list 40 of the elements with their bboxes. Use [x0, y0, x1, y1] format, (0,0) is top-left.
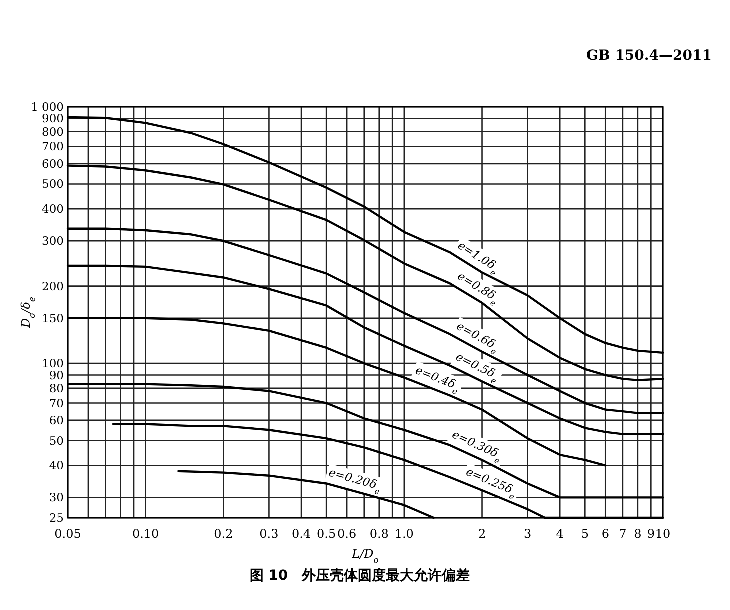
x-tick-label: 0.10 — [132, 527, 160, 541]
x-tick-label: 5 — [581, 527, 589, 541]
x-tick-label: 2 — [478, 527, 486, 541]
x-tick-label: 0.05 — [54, 527, 82, 541]
x-tick-label: 0.8 — [370, 527, 389, 541]
y-tick-label: 50 — [49, 434, 64, 448]
x-tick-label: 6 — [602, 527, 610, 541]
y-tick-label: 70 — [49, 396, 64, 410]
y-tick-label: 30 — [49, 490, 64, 505]
y-tick-label: 300 — [42, 234, 64, 248]
x-tick-label: 10 — [655, 527, 671, 541]
y-tick-label: 1 000 — [31, 100, 64, 114]
y-tick-label: 700 — [42, 140, 64, 154]
y-tick-label: 600 — [42, 156, 64, 171]
x-tick-label: 0.5 — [317, 527, 336, 541]
x-tick-label: 0.6 — [338, 527, 357, 541]
x-tick-label: 7 — [619, 527, 627, 541]
y-tick-label: 90 — [49, 368, 64, 382]
text: GB 150.4—2011 — [586, 48, 712, 64]
y-tick-label: 400 — [42, 202, 64, 216]
y-tick-label: 60 — [49, 413, 64, 428]
x-tick-label: 0.2 — [214, 527, 234, 541]
y-tick-label: 40 — [49, 458, 64, 473]
x-tick-label: 0.3 — [260, 527, 279, 541]
y-tick-label: 800 — [42, 124, 64, 139]
x-tick-label: 0.4 — [292, 527, 312, 541]
y-tick-label: 500 — [42, 177, 64, 192]
y-tick-label: 80 — [49, 381, 64, 396]
x-tick-label: 8 — [634, 527, 642, 541]
y-tick-label: 900 — [42, 112, 64, 126]
y-tick-label: 150 — [42, 311, 64, 326]
y-tick-label: 200 — [42, 279, 64, 294]
x-axis-title: L/D$_{o}$ — [351, 547, 379, 565]
y-tick-label: 100 — [42, 356, 64, 371]
x-tick-label: 3 — [524, 527, 532, 541]
text: 图 10 外压壳体圆度最大允许偏差 — [250, 567, 470, 584]
x-tick-label: 1.0 — [394, 527, 414, 541]
y-tick-label: 25 — [49, 511, 64, 525]
x-tick-label: 9 — [647, 527, 655, 541]
x-tick-label: 4 — [556, 527, 564, 541]
